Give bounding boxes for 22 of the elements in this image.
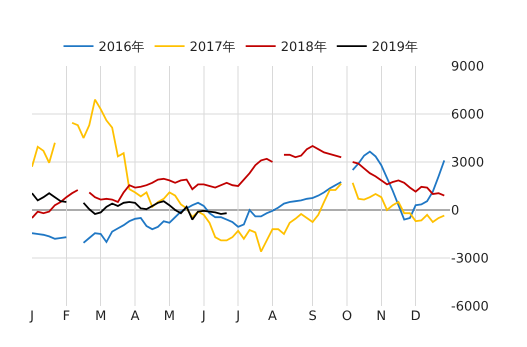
x-tick-label: A xyxy=(130,309,140,324)
y-tick-label: 0 xyxy=(451,204,460,219)
y-tick-label: -6000 xyxy=(451,300,489,315)
y-tick-label: 3000 xyxy=(451,156,484,171)
legend-label: 2016年 xyxy=(98,40,145,56)
x-tick-label: N xyxy=(376,309,386,324)
legend-label: 2017年 xyxy=(190,40,236,56)
x-tick-label: A xyxy=(268,309,278,324)
x-tick-label: O xyxy=(342,309,352,324)
legend-label: 2018年 xyxy=(280,40,327,56)
legend-label: 2019年 xyxy=(372,40,418,56)
y-tick-label: -3000 xyxy=(451,252,489,267)
x-tick-label: S xyxy=(308,309,317,324)
x-tick-label: J xyxy=(200,309,206,324)
y-tick-label: 6000 xyxy=(451,108,484,123)
x-tick-label: J xyxy=(29,309,34,324)
x-tick-label: M xyxy=(95,309,106,324)
x-tick-label: D xyxy=(410,309,421,324)
x-tick-label: J xyxy=(235,309,240,324)
y-tick-label: 9000 xyxy=(451,60,484,75)
x-tick-label: M xyxy=(164,309,176,324)
x-tick-label: F xyxy=(62,309,70,324)
